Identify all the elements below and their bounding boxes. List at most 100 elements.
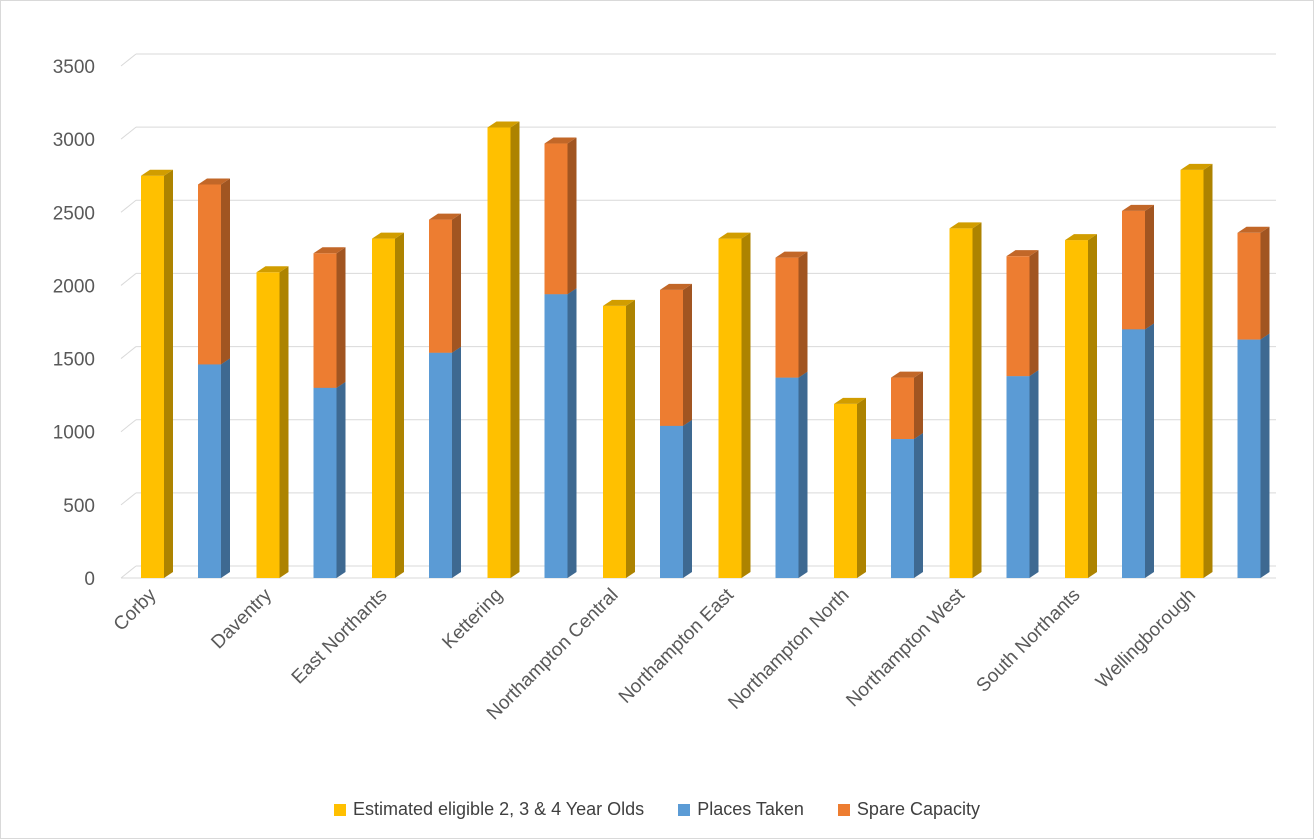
bar-places-taken-5 (775, 371, 808, 578)
bar-estimated-5-front (718, 238, 742, 579)
bar-places-taken-7 (1006, 370, 1039, 578)
bar-spare-capacity-3-front (544, 143, 568, 295)
bar-estimated-1-front (256, 272, 280, 578)
bar-places-taken-3-side (567, 288, 577, 578)
bar-spare-capacity-7-front (1006, 256, 1030, 377)
bar-estimated-6 (834, 397, 866, 578)
bar-estimated-5 (718, 232, 751, 579)
y-tick-label-3: 1500 (53, 350, 95, 371)
bar-places-taken-2-side (452, 346, 461, 578)
bar-spare-capacity-7 (1006, 250, 1039, 377)
bar-spare-capacity-9-top (1237, 226, 1270, 233)
bar-estimated-7-top (949, 222, 982, 229)
bar-estimated-6-top (834, 397, 866, 404)
gridline-depth-1 (120, 492, 137, 506)
legend-swatch-places-taken (678, 803, 691, 816)
bar-places-taken-0-front (198, 364, 221, 578)
bar-estimated-2-front (372, 238, 395, 579)
bar-spare-capacity-6-top (891, 371, 923, 378)
bar-spare-capacity-9-side (1260, 226, 1270, 340)
bar-places-taken-4 (660, 419, 692, 578)
bar-estimated-3 (487, 121, 520, 578)
x-tick-label-0: Corby (110, 584, 161, 635)
bar-spare-capacity-9-front (1237, 232, 1261, 340)
bar-places-taken-0-side (221, 358, 230, 578)
bar-spare-capacity-1-top (313, 247, 346, 254)
y-tick-label-5: 2500 (53, 203, 95, 224)
bar-estimated-3-front (487, 127, 511, 578)
bar-estimated-0-front (141, 175, 164, 578)
bar-places-taken-0 (198, 358, 230, 578)
gridline-depth-5 (120, 199, 137, 213)
bar-estimated-0-side (164, 169, 173, 578)
bar-estimated-1 (256, 266, 289, 578)
bar-places-taken-7-side (1029, 370, 1039, 578)
bar-places-taken-2-front (429, 352, 452, 578)
bar-estimated-9-front (1180, 169, 1204, 578)
bar-places-taken-1-front (313, 387, 337, 578)
bar-estimated-3-top (487, 121, 520, 128)
x-tick-label-9: Wellingborough (1092, 585, 1200, 693)
legend-item-estimated: Estimated eligible 2, 3 & 4 Year Olds (334, 799, 644, 820)
bar-estimated-9 (1180, 163, 1213, 578)
bar-estimated-7-side (972, 222, 982, 578)
bar-spare-capacity-8-top (1122, 204, 1154, 211)
bar-spare-capacity-8-front (1122, 210, 1145, 330)
bar-places-taken-5-front (775, 377, 799, 578)
bar-places-taken-3 (544, 288, 577, 578)
bar-estimated-7-front (949, 228, 973, 578)
bar-spare-capacity-4-side (683, 283, 692, 426)
bar-places-taken-5-side (798, 371, 808, 578)
x-tick-label-1: Daventry (207, 584, 276, 653)
bar-estimated-8 (1065, 234, 1097, 578)
bar-places-taken-9-side (1260, 333, 1270, 578)
legend-swatch-estimated (334, 803, 346, 816)
gridline-depth-4 (120, 273, 137, 286)
bar-estimated-4-side (626, 299, 635, 578)
bar-spare-capacity-6-side (914, 371, 923, 440)
bar-spare-capacity-0-side (221, 178, 230, 365)
bar-spare-capacity-2-top (429, 213, 461, 220)
bar-estimated-2-top (372, 232, 404, 239)
bar-estimated-5-side (741, 232, 751, 579)
bar-estimated-9-top (1180, 163, 1213, 170)
x-tick-label-2: East Northants (288, 585, 392, 689)
bar-estimated-9-side (1203, 163, 1213, 578)
bar-estimated-8-side (1088, 234, 1097, 578)
bar-spare-capacity-2-front (429, 219, 452, 353)
bar-spare-capacity-5-side (798, 251, 808, 378)
bar-estimated-8-front (1065, 240, 1088, 578)
x-tick-label-4: Northampton Central (483, 585, 623, 725)
legend-item-places-taken: Places Taken (678, 799, 804, 820)
bar-spare-capacity-2 (429, 213, 461, 353)
bar-places-taken-1-side (336, 381, 346, 578)
gridline-depth-0 (120, 565, 137, 579)
gridline-depth-3 (120, 346, 137, 359)
legend-label-spare-capacity: Spare Capacity (856, 799, 980, 819)
bar-spare-capacity-5-front (775, 257, 799, 378)
bar-places-taken-2 (429, 346, 461, 578)
bar-spare-capacity-7-side (1029, 250, 1039, 377)
x-tick-label-7: Northampton West (842, 584, 969, 711)
bar-places-taken-6-side (914, 433, 923, 578)
bar-spare-capacity-3 (544, 137, 577, 295)
legend-label-estimated: Estimated eligible 2, 3 & 4 Year Olds (353, 799, 645, 819)
bar-estimated-0-top (141, 169, 173, 176)
y-tick-label-1: 500 (63, 496, 95, 517)
bar-spare-capacity-4 (660, 283, 692, 426)
bar-spare-capacity-3-side (567, 137, 577, 295)
bar-places-taken-3-front (544, 294, 568, 578)
bar-estimated-4-top (603, 299, 635, 306)
bar-places-taken-1 (313, 381, 346, 578)
bar-spare-capacity-0-top (198, 178, 230, 185)
bar-spare-capacity-1-front (313, 253, 337, 388)
bar-places-taken-6-front (891, 439, 914, 578)
bar-places-taken-8 (1122, 323, 1154, 578)
bar-spare-capacity-8-side (1145, 204, 1154, 330)
bar-places-taken-9 (1237, 333, 1270, 578)
bar-spare-capacity-4-front (660, 289, 683, 426)
bar-spare-capacity-3-top (544, 137, 577, 144)
bar-spare-capacity-4-top (660, 283, 692, 290)
